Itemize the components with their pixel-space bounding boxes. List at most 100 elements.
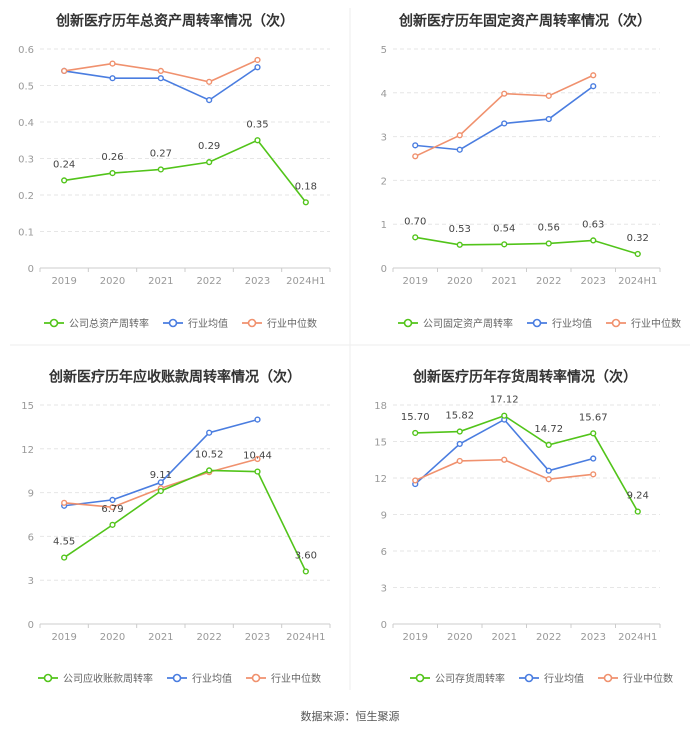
legend-item-company[interactable]: 公司存货周转率 (410, 672, 505, 685)
chart-title: 创新医疗历年存货周转率情况（次） (412, 369, 637, 386)
data-label: 15.82 (445, 411, 474, 422)
data-point (456, 132, 463, 139)
y-tick-label: 12 (21, 445, 34, 456)
data-label: 10.44 (243, 451, 272, 462)
legend-item-company[interactable]: 公司总资产周转率 (44, 317, 149, 330)
data-point (109, 496, 116, 504)
y-tick-label: 0 (28, 264, 34, 275)
data-point (61, 499, 68, 506)
data-point (590, 237, 597, 244)
y-tick-label: 0 (28, 620, 34, 631)
charts-canvas: 创新医疗历年总资产周转率情况（次）00.10.20.30.40.50.62019… (10, 8, 690, 690)
legend-item-company[interactable]: 公司应收账款周转率 (38, 672, 153, 685)
data-point (456, 428, 463, 435)
y-tick-label: 5 (381, 45, 387, 56)
data-point (109, 521, 116, 528)
data-point (545, 476, 552, 483)
legend-marker-icon (403, 318, 413, 328)
data-label: 9.11 (150, 470, 172, 481)
data-label: 9.24 (627, 491, 649, 502)
data-label: 4.55 (53, 537, 75, 548)
series-line-industry-median (414, 458, 594, 482)
data-point (501, 412, 508, 419)
data-point (254, 137, 261, 144)
data-point (590, 83, 597, 90)
y-tick-label: 0.1 (18, 228, 34, 239)
data-point (206, 96, 213, 104)
chart-panel-4: 创新医疗历年存货周转率情况（次） 0 3 6 9 12 15 18 2019 2020 2021 20… (374, 369, 673, 685)
data-point (206, 159, 213, 166)
legend-item-industry-median[interactable]: 行业中位数 (598, 672, 673, 685)
legend-label: 行业均值 (192, 672, 232, 685)
chart-title: 创新医疗历年固定资产周转率情况（次） (398, 13, 651, 30)
data-point (109, 504, 116, 511)
legend-label: 行业均值 (552, 317, 592, 330)
x-tick-label: 2021 (492, 276, 517, 287)
chart-panel-2: 创新医疗历年固定资产周转率情况（次） 0 1 2 3 4 5 2019 2020 2021 2022… (381, 13, 681, 330)
legend-item-industry-average[interactable]: 行业均值 (519, 672, 584, 685)
y-tick-label: 15 (21, 401, 34, 412)
series-line-industry-median (414, 74, 594, 158)
x-tick-label: 2019 (51, 276, 76, 287)
data-point (254, 64, 261, 71)
legend-marker-icon (603, 673, 613, 683)
data-point (157, 75, 164, 82)
y-tick-label: 0 (381, 620, 387, 631)
y-tick-label: 3 (381, 133, 387, 144)
x-tick-label: 2021 (148, 276, 173, 287)
legend-label: 行业中位数 (623, 672, 673, 685)
data-point (61, 177, 68, 184)
data-point (501, 241, 508, 248)
legend-marker-icon (247, 318, 257, 328)
data-point (634, 508, 641, 515)
legend-item-company[interactable]: 公司固定资产周转率 (398, 317, 513, 330)
data-point (545, 441, 552, 449)
data-label: 0.29 (198, 141, 220, 152)
legend-item-industry-median[interactable]: 行业中位数 (242, 317, 317, 330)
data-label: 6.79 (101, 504, 123, 515)
x-tick-label: 2019 (51, 632, 76, 643)
data-label: 0.70 (404, 216, 426, 227)
legend-marker-icon (532, 318, 542, 328)
data-point (590, 455, 597, 462)
y-tick-label: 0.5 (18, 82, 34, 93)
x-tick-label: 2022 (536, 276, 561, 287)
data-label: 0.18 (295, 181, 317, 192)
chart-panel-1: 创新医疗历年总资产周转率情况（次） 0 0.1 0.2 0.3 0.4 0.5 0.6 2019… (18, 13, 331, 330)
data-point (634, 250, 641, 258)
legend-item-industry-median[interactable]: 行业中位数 (246, 672, 321, 685)
legend-label: 行业中位数 (631, 317, 681, 330)
legend-item-industry-average[interactable]: 行业均值 (527, 317, 592, 330)
data-point (590, 72, 597, 79)
data-point (456, 241, 463, 248)
y-tick-label: 2 (381, 176, 387, 187)
legend-marker-icon (251, 673, 261, 683)
data-point (545, 115, 552, 123)
data-point (206, 429, 213, 436)
series-line-company (415, 236, 638, 255)
data-point (157, 479, 164, 486)
data-point (157, 166, 164, 173)
chart-title: 创新医疗历年应收账款周转率情况（次） (48, 369, 301, 386)
y-tick-label: 15 (374, 438, 387, 449)
y-tick-label: 4 (381, 89, 387, 100)
data-point (456, 457, 463, 465)
data-point (545, 467, 552, 474)
y-tick-label: 0 (381, 264, 387, 275)
x-tick-label: 2024H1 (618, 276, 657, 287)
legend-marker-icon (49, 318, 59, 328)
x-tick-label: 2024H1 (286, 632, 325, 643)
legend-label: 公司存货周转率 (435, 672, 505, 685)
data-point (61, 67, 68, 75)
x-tick-label: 2023 (581, 276, 606, 287)
x-tick-label: 2023 (581, 632, 606, 643)
legend-item-industry-median[interactable]: 行业中位数 (606, 317, 681, 330)
legend-item-industry-average[interactable]: 行业均值 (163, 317, 228, 330)
x-tick-label: 2021 (148, 632, 173, 643)
legend-item-industry-average[interactable]: 行业均值 (167, 672, 232, 685)
series-line-industry-average (414, 418, 594, 485)
y-tick-label: 1 (381, 220, 387, 231)
x-tick-label: 2023 (245, 276, 270, 287)
legend-marker-icon (168, 318, 178, 328)
y-tick-label: 0.2 (18, 191, 34, 202)
